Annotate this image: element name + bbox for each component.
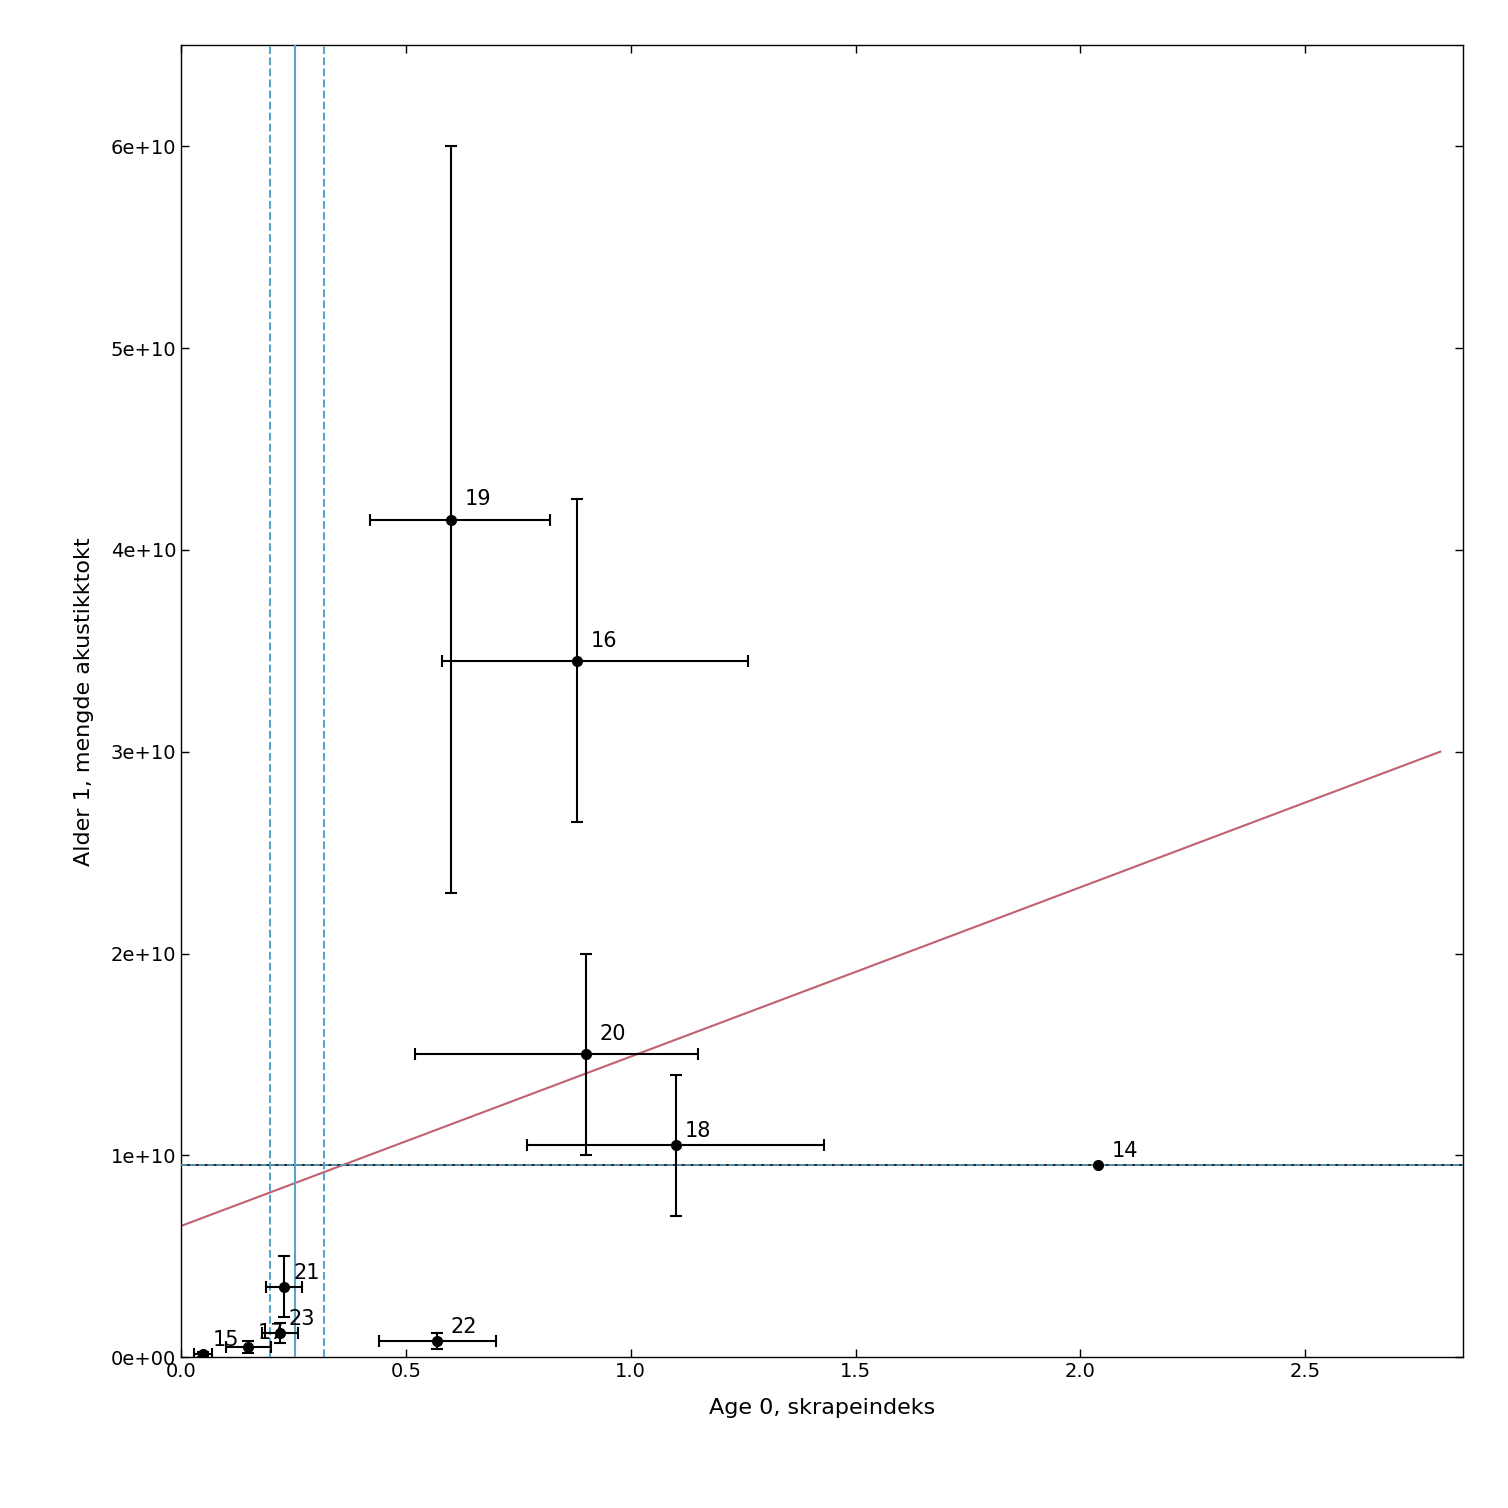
- Text: 15: 15: [213, 1330, 238, 1350]
- X-axis label: Age 0, skrapeindeks: Age 0, skrapeindeks: [709, 1398, 935, 1418]
- Text: 20: 20: [599, 1024, 626, 1045]
- Y-axis label: Alder 1, mengde akustikktokt: Alder 1, mengde akustikktokt: [74, 537, 93, 866]
- Text: 17: 17: [258, 1323, 284, 1344]
- Text: 14: 14: [1111, 1142, 1139, 1161]
- Text: 21: 21: [294, 1262, 320, 1282]
- Text: 18: 18: [685, 1122, 712, 1142]
- Text: 19: 19: [464, 490, 492, 510]
- Text: 16: 16: [590, 630, 617, 651]
- Text: 23: 23: [290, 1309, 315, 1329]
- Text: 22: 22: [451, 1316, 478, 1338]
